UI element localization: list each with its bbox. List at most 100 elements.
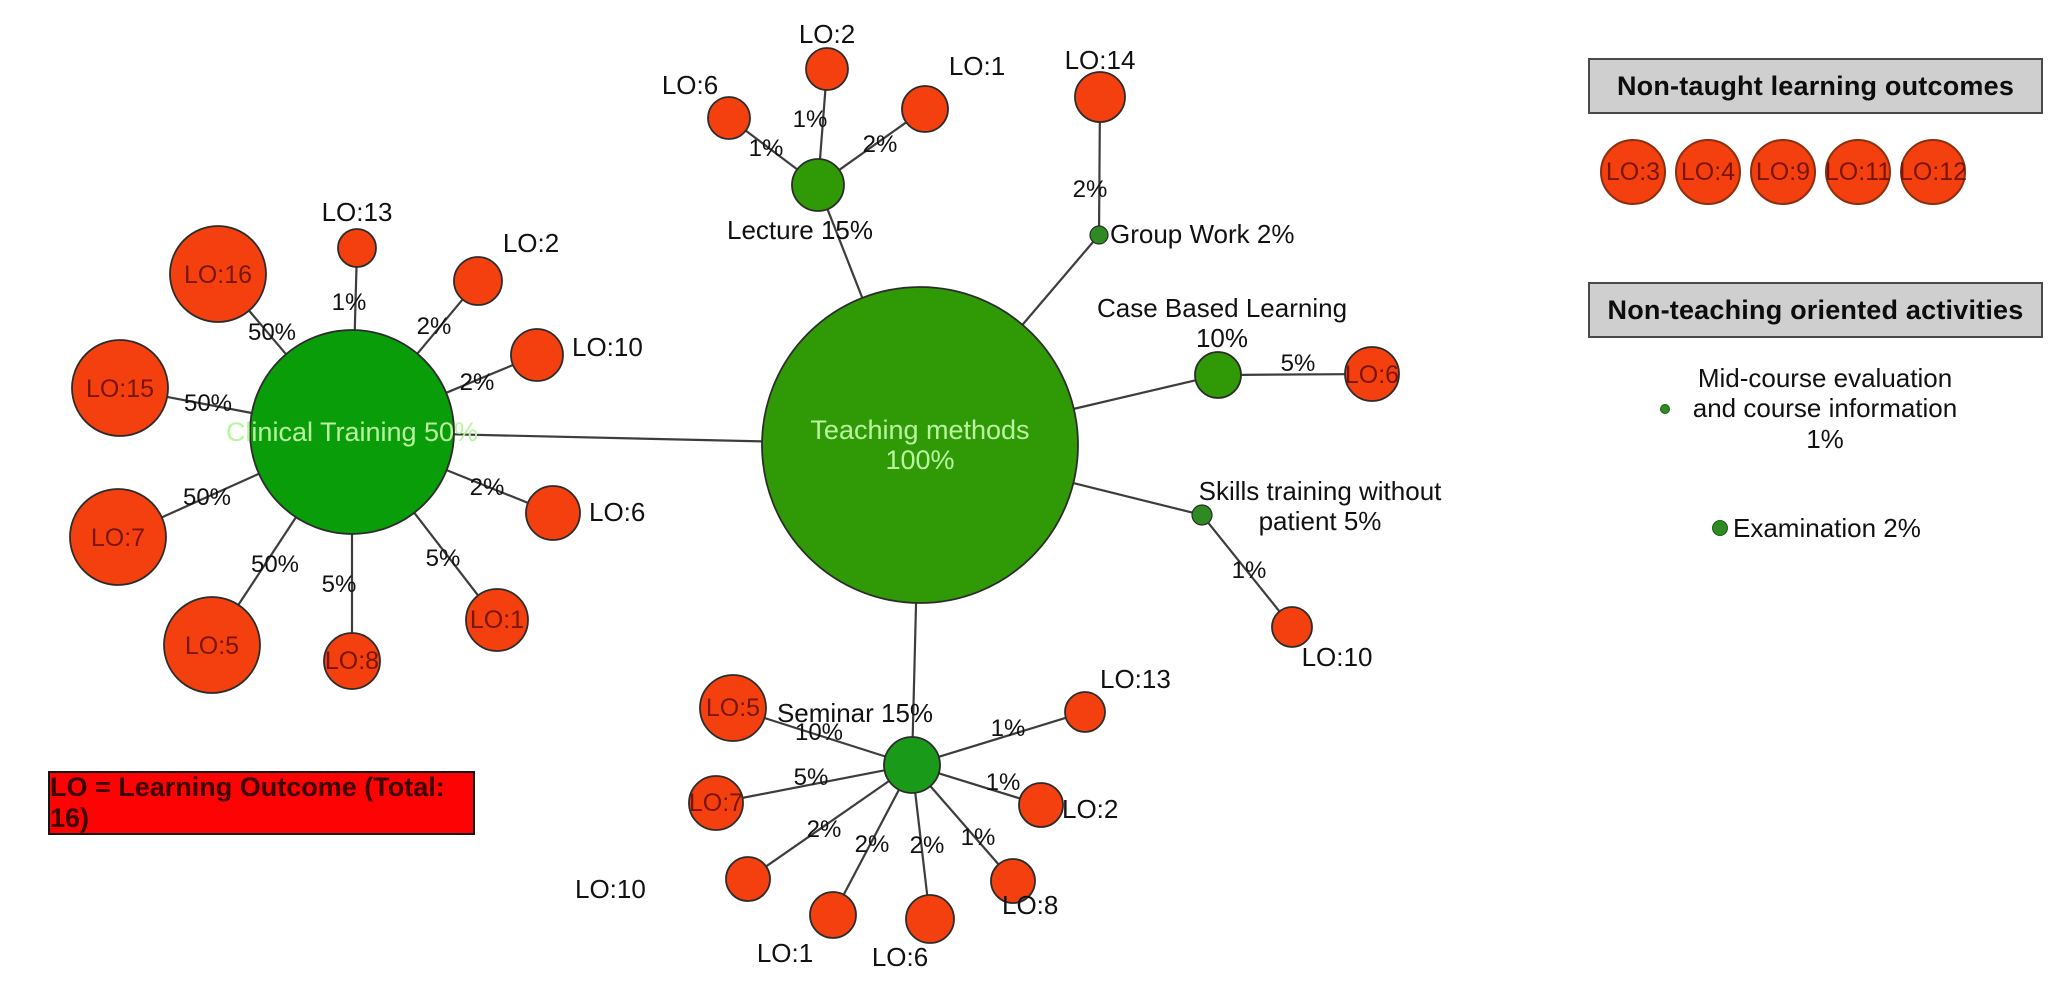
node-ct-lo13[interactable] — [337, 228, 377, 268]
edge-weight-sem-lo1: 2% — [855, 831, 890, 858]
non-taught-lo-chip: LO:3 — [1600, 139, 1666, 205]
node-label-st-lo10: LO:10 — [1302, 642, 1373, 672]
edge-clinical-training-to-ct-lo1 — [413, 512, 479, 597]
edge-skills-training-to-st-lo10 — [1207, 522, 1281, 613]
node-ct-lo1[interactable] — [465, 588, 529, 652]
node-sem-lo5[interactable] — [699, 674, 767, 742]
edge-seminar-to-sem-lo6 — [914, 792, 929, 896]
activity-item-mid-course-evaluation: Mid-course evaluation and course informa… — [1660, 363, 1990, 454]
node-gw-lo14[interactable] — [1074, 71, 1126, 123]
node-label-ct-lo8: LO:8 — [325, 647, 379, 675]
labels-layer: Teaching methods 100% Clinical Training 50… — [86, 19, 1442, 972]
edge-weight-lec-lo6: 1% — [749, 135, 784, 162]
node-ct-lo10[interactable] — [510, 328, 564, 382]
node-case-based-learning[interactable] — [1194, 351, 1242, 399]
node-st-lo10[interactable] — [1271, 606, 1313, 648]
edge-root-to-seminar — [911, 602, 918, 738]
node-sem-lo10[interactable] — [725, 856, 771, 902]
node-label-sem-lo7: LO:7 — [689, 789, 743, 817]
green-dot-icon — [1660, 403, 1670, 414]
edge-lecture-to-lec-lo1 — [838, 121, 907, 171]
edge-clinical-training-to-ct-lo2 — [416, 298, 464, 355]
edge-weight-sem-lo6: 2% — [910, 832, 945, 859]
node-sem-lo1[interactable] — [809, 891, 857, 939]
node-teaching-methods[interactable] — [761, 286, 1079, 604]
node-label-lecture: Lecture 15% — [727, 215, 873, 245]
node-label-ct-lo6: LO:6 — [589, 497, 645, 527]
node-label-teaching-methods: Teaching methods 100% — [810, 415, 1029, 475]
legend-non-taught-items: LO:3 LO:4 LO:9 LO:11 LO:12 — [1600, 139, 1967, 205]
edge-clinical-training-to-ct-lo16 — [248, 309, 287, 355]
node-sem-lo6[interactable] — [905, 894, 955, 944]
node-lecture[interactable] — [791, 158, 845, 212]
non-taught-lo-chip: LO:9 — [1750, 139, 1816, 205]
edge-weight-st-lo10: 1% — [1232, 557, 1267, 584]
edge-clinical-training-to-ct-lo6 — [446, 469, 529, 504]
edge-weight-ct-lo2: 2% — [417, 313, 452, 340]
node-label-group-work: Group Work 2% — [1110, 219, 1294, 249]
node-cbl-lo6[interactable] — [1344, 346, 1400, 402]
edge-weight-sem-lo10: 2% — [807, 816, 842, 843]
node-label-clinical-training: Clinical Training 50% — [226, 417, 478, 447]
non-taught-lo-chip: LO:11 — [1825, 139, 1891, 205]
node-ct-lo5[interactable] — [163, 596, 261, 694]
edge-clinical-training-to-ct-lo7 — [161, 472, 260, 519]
node-lec-lo2[interactable] — [805, 47, 849, 91]
non-taught-lo-chip: LO:4 — [1675, 139, 1741, 205]
node-ct-lo15[interactable] — [71, 339, 169, 437]
edge-clinical-training-to-ct-lo5 — [237, 516, 297, 606]
node-group-work[interactable] — [1089, 225, 1109, 245]
node-ct-lo16[interactable] — [169, 225, 267, 323]
node-sem-lo8[interactable] — [990, 858, 1036, 904]
node-label-sem-lo1: LO:1 — [757, 938, 813, 968]
node-label-ct-lo5: LO:5 — [185, 632, 239, 660]
edge-weight-ct-lo13: 1% — [332, 289, 367, 316]
node-label-lec-lo6: LO:6 — [662, 70, 718, 100]
non-taught-lo-chip: LO:12 — [1899, 139, 1967, 205]
legend-non-taught-header: Non-taught learning outcomes — [1588, 58, 2043, 114]
node-label-seminar: Seminar 15% — [777, 698, 933, 728]
edge-lecture-to-lec-lo2 — [818, 89, 827, 160]
node-label-sem-lo13: LO:13 — [1100, 664, 1171, 694]
node-ct-lo6[interactable] — [525, 485, 581, 541]
node-label-sem-lo2: LO:2 — [1062, 794, 1118, 824]
edge-weight-sem-lo5: 10% — [795, 719, 843, 746]
edge-root-to-case-based-learning — [1073, 379, 1196, 410]
edge-weight-ct-lo6: 2% — [470, 474, 505, 501]
node-sem-lo13[interactable] — [1064, 691, 1106, 733]
legend-non-taught-title: Non-taught learning outcomes — [1616, 70, 2015, 101]
legend-non-teaching-title: Non-teaching oriented activities — [1607, 294, 2024, 325]
node-ct-lo8[interactable] — [323, 632, 381, 690]
edge-weight-cbl-lo6: 5% — [1281, 350, 1316, 377]
edge-seminar-to-sem-lo1 — [842, 789, 900, 896]
edge-weight-sem-lo2: 1% — [986, 769, 1021, 796]
node-ct-lo2[interactable] — [453, 256, 503, 306]
edge-weight-ct-lo15: 50% — [184, 390, 232, 417]
node-label-cbl-lo6: LO:6 — [1345, 361, 1399, 389]
activity-item-examination: Examination 2% — [1712, 513, 1921, 543]
learning-outcome-key-text: LO = Learning Outcome (Total: 16) — [50, 772, 445, 833]
edge-weight-lec-lo1: 2% — [863, 131, 898, 158]
node-label-ct-lo10: LO:10 — [572, 332, 643, 362]
node-lec-lo1[interactable] — [901, 85, 949, 133]
edge-weight-lec-lo2: 1% — [793, 106, 828, 133]
node-sem-lo7[interactable] — [688, 775, 744, 831]
node-label-skills-training: Skills training without patient 5% — [1199, 476, 1443, 536]
node-clinical-training[interactable] — [249, 329, 455, 535]
edge-weight-sem-lo7: 5% — [794, 764, 829, 791]
node-lec-lo6[interactable] — [707, 96, 751, 140]
node-label-lec-lo1: LO:1 — [949, 51, 1005, 81]
legend-non-teaching-header: Non-teaching oriented activities — [1588, 282, 2043, 338]
edge-seminar-to-sem-lo5 — [764, 716, 886, 758]
node-sem-lo2[interactable] — [1018, 782, 1064, 828]
edge-group-work-to-gw-lo14 — [1097, 121, 1101, 227]
green-dot-icon — [1712, 520, 1728, 537]
node-ct-lo7[interactable] — [69, 488, 167, 586]
edge-root-to-clinical-training — [453, 433, 763, 443]
edge-root-to-lecture — [826, 208, 864, 299]
node-label-ct-lo2: LO:2 — [503, 228, 559, 258]
node-skills-training[interactable] — [1191, 504, 1213, 526]
node-seminar[interactable] — [883, 736, 941, 794]
edge-weight-ct-lo10: 2% — [460, 369, 495, 396]
